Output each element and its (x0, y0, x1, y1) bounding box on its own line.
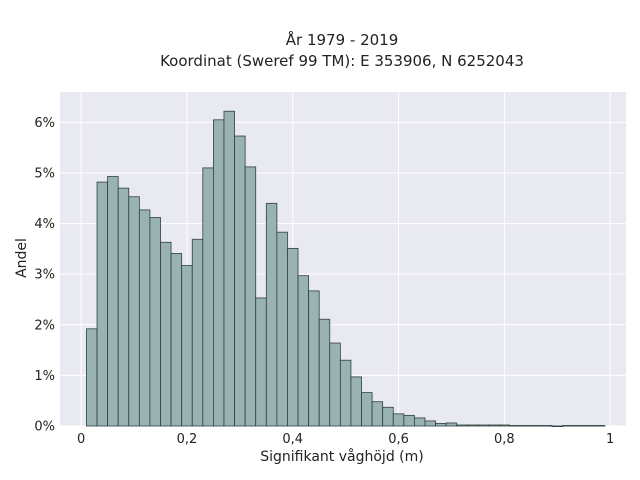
histogram-bar (234, 135, 246, 427)
histogram-bar (583, 425, 595, 427)
histogram-bar (361, 392, 373, 427)
histogram-bar (445, 422, 458, 427)
histogram-bar (149, 217, 161, 427)
histogram-bar (403, 414, 415, 427)
histogram-bar (181, 265, 193, 427)
histogram-bar (371, 401, 384, 427)
histogram-bar (435, 423, 447, 427)
chart-subtitle: Koordinat (Sweref 99 TM): E 353906, N 62… (160, 52, 524, 70)
histogram-bar (138, 209, 151, 427)
x-tick-label: 0,8 (494, 432, 515, 447)
histogram-bar (308, 290, 320, 427)
histogram-bar (287, 247, 299, 427)
histogram-bar (392, 413, 405, 427)
x-tick-label: 0,6 (388, 432, 409, 447)
y-tick-label: 3% (34, 268, 55, 283)
histogram-bar (424, 420, 436, 427)
histogram-bar (488, 424, 500, 427)
chart-title: År 1979 - 2019 (286, 30, 399, 49)
histogram-bar (329, 342, 341, 427)
histogram-bar (540, 425, 553, 427)
y-tick-label: 6% (34, 116, 55, 131)
histogram-bar (160, 241, 172, 427)
histogram-bar (191, 238, 204, 427)
histogram-bar (244, 166, 257, 427)
y-tick-label: 4% (34, 217, 55, 232)
x-tick-label: 0,2 (177, 432, 198, 447)
tick-labels: 0 0,2 0,4 0,6 0,8 1 0% 1% 2% 3% 4% 5% 6% (34, 116, 614, 447)
histogram-bar (530, 425, 542, 427)
histogram-bar (117, 187, 130, 427)
bars (86, 110, 606, 428)
histogram-bar (477, 424, 489, 427)
histogram-bar (519, 425, 532, 427)
histogram-bar (128, 196, 140, 427)
histogram-bar (265, 202, 278, 427)
histogram-bar (96, 181, 109, 427)
histogram-bar (572, 425, 585, 427)
histogram-bar (170, 253, 183, 427)
histogram-bar (213, 119, 225, 427)
x-axis-label: Signifikant våghöjd (m) (260, 448, 423, 465)
y-tick-label: 2% (34, 318, 55, 333)
x-tick-label: 1 (606, 432, 614, 447)
histogram-bar (509, 425, 521, 427)
histogram-bar (414, 417, 426, 427)
histogram-bar (350, 376, 362, 427)
histogram-bar (562, 425, 574, 427)
histogram-bar (255, 297, 267, 427)
y-tick-label: 0% (34, 420, 55, 435)
histogram-bar (456, 424, 468, 427)
histogram-bar (86, 328, 98, 427)
y-tick-label: 1% (34, 369, 55, 384)
histogram-bar (297, 275, 310, 427)
histogram-bar (593, 425, 606, 427)
histogram-bar (551, 425, 563, 428)
histogram-bar (202, 167, 214, 427)
histogram-bar (223, 110, 235, 427)
histogram-bar (382, 406, 394, 427)
histogram-bar (498, 424, 511, 427)
histogram-bar (318, 318, 331, 427)
y-axis-label: Andel (14, 238, 30, 278)
histogram-bar (339, 359, 352, 427)
histogram-bar (466, 424, 479, 427)
histogram-bar (107, 176, 119, 427)
y-tick-label: 5% (34, 166, 55, 181)
x-tick-label: 0,4 (282, 432, 303, 447)
histogram-bar (276, 231, 288, 427)
x-tick-label: 0 (77, 432, 85, 447)
